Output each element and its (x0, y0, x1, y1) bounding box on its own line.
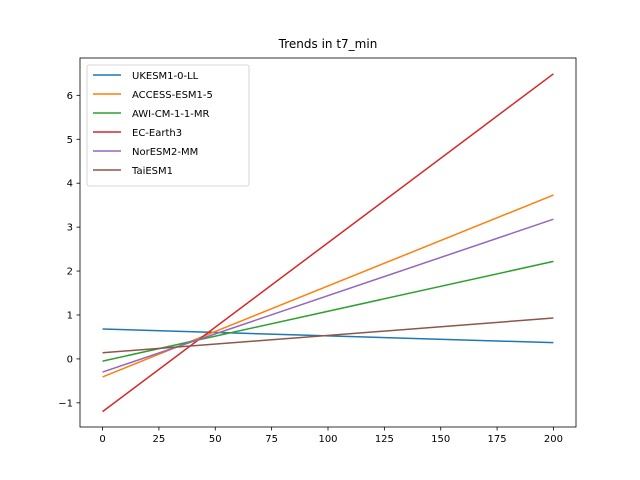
y-tick-label: 5 (67, 135, 73, 146)
x-tick-label: 200 (544, 434, 563, 445)
y-tick-label: 3 (67, 223, 73, 234)
x-tick-label: 100 (318, 434, 337, 445)
legend-box (86, 64, 250, 187)
y-tick-label: 6 (67, 91, 73, 102)
legend-label-4: NorESM2-MM (132, 147, 198, 158)
x-tick-label: 75 (265, 434, 278, 445)
y-tick-label: −1 (58, 398, 73, 409)
series-line-3 (102, 73, 554, 413)
legend-label-2: AWI-CM-1-1-MR (132, 109, 210, 120)
x-tick-label: 175 (488, 434, 507, 445)
x-tick-label: 0 (99, 434, 105, 445)
x-tick-label: 50 (209, 434, 222, 445)
y-tick-label: 4 (67, 179, 73, 190)
legend-label-3: EC-Earth3 (132, 128, 182, 139)
y-tick-label: 2 (67, 267, 73, 278)
x-tick-label: 125 (375, 434, 394, 445)
x-tick-label: 150 (431, 434, 450, 445)
y-tick-label: 0 (67, 354, 73, 365)
series-line-2 (102, 260, 554, 362)
y-tick-label: 1 (67, 310, 73, 321)
x-tick-label: 25 (153, 434, 166, 445)
series-line-5 (102, 317, 554, 354)
chart-title: Trends in t7_min (278, 37, 378, 51)
legend-label-1: ACCESS-ESM1-5 (132, 90, 213, 101)
legend-label-0: UKESM1-0-LL (132, 71, 199, 82)
legend-label-5: TaiESM1 (131, 166, 173, 177)
